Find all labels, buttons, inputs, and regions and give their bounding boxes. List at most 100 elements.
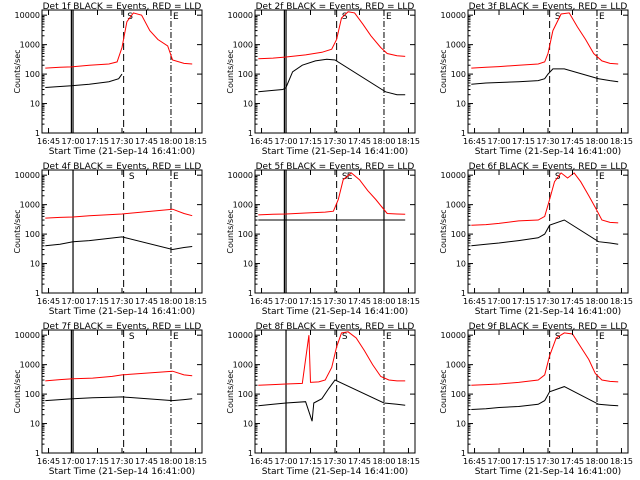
series-line: [258, 331, 406, 386]
x-tick-label: 18:15: [610, 457, 633, 466]
panel-title: Det 4f BLACK = Events, RED = LLD: [43, 162, 202, 172]
x-tick-label: 17:30: [536, 137, 559, 146]
series-line: [45, 12, 193, 69]
interval-marker-E: E: [386, 12, 392, 22]
x-tick-label: 17:00: [274, 457, 297, 466]
x-tick-label: 17:00: [487, 457, 510, 466]
series-line: [258, 58, 406, 96]
x-tick-label: 17:45: [135, 137, 158, 146]
y-tick-label: 1000: [233, 361, 253, 370]
series-line: [471, 172, 619, 226]
series-line: [45, 370, 193, 382]
y-tick-label: 100: [451, 70, 466, 79]
series-line: [471, 68, 619, 85]
interval-marker-E: E: [599, 332, 605, 342]
panel-title: Det 6f BLACK = Events, RED = LLD: [469, 162, 628, 172]
interval-marker-E: E: [173, 12, 179, 22]
y-tick-label: 1000: [20, 361, 40, 370]
x-tick-label: 17:30: [323, 457, 346, 466]
interval-marker-S: S: [342, 172, 348, 182]
x-tick-label: 18:15: [184, 297, 207, 306]
y-tick-label: 1: [35, 449, 40, 458]
panel-title: Det 5f BLACK = Events, RED = LLD: [256, 162, 415, 172]
y-tick-label: 10: [30, 260, 40, 269]
x-tick-label: 18:00: [159, 457, 182, 466]
x-axis-label: Start Time (21-Sep-14 16:41:00): [262, 467, 408, 477]
interval-marker-E: E: [347, 172, 353, 182]
y-tick-label: 10000: [15, 171, 40, 180]
plot-frame: [41, 9, 203, 134]
y-axis-label: Counts/sec: [226, 209, 235, 253]
x-tick-label: 16:45: [37, 137, 60, 146]
y-tick-label: 10: [30, 420, 40, 429]
x-tick-label: 18:00: [159, 137, 182, 146]
x-tick-label: 17:00: [274, 297, 297, 306]
y-tick-label: 1: [461, 449, 466, 458]
y-tick-label: 1000: [233, 201, 253, 210]
x-axis-label: Start Time (21-Sep-14 16:41:00): [262, 307, 408, 317]
x-tick-label: 17:15: [512, 457, 535, 466]
y-tick-label: 10: [456, 100, 466, 109]
x-tick-label: 18:15: [184, 457, 207, 466]
y-tick-label: 100: [25, 390, 40, 399]
x-tick-label: 17:45: [135, 297, 158, 306]
y-tick-label: 1: [248, 449, 253, 458]
x-tick-label: 18:15: [610, 297, 633, 306]
panel-title: Det 1f BLACK = Events, RED = LLD: [43, 2, 202, 12]
y-axis-label: Counts/sec: [439, 209, 448, 253]
y-tick-label: 1: [35, 289, 40, 298]
y-tick-label: 10000: [228, 331, 253, 340]
x-tick-label: 16:45: [37, 457, 60, 466]
y-tick-label: 10: [456, 260, 466, 269]
y-tick-label: 1000: [20, 41, 40, 50]
y-tick-label: 10000: [228, 11, 253, 20]
y-tick-label: 1000: [446, 41, 466, 50]
panel-title: Det 2f BLACK = Events, RED = LLD: [256, 2, 415, 12]
x-axis-label: Start Time (21-Sep-14 16:41:00): [475, 147, 621, 157]
interval-marker-E: E: [599, 172, 605, 182]
x-tick-label: 17:45: [561, 457, 584, 466]
x-tick-label: 17:30: [536, 457, 559, 466]
plot-frame: [467, 9, 629, 134]
x-tick-label: 17:00: [487, 297, 510, 306]
x-tick-label: 18:00: [585, 297, 608, 306]
plot-frame: [254, 329, 416, 454]
interval-marker-S: S: [129, 332, 135, 342]
series-line: [471, 219, 619, 247]
y-tick-label: 10000: [15, 11, 40, 20]
y-tick-label: 1000: [233, 41, 253, 50]
x-tick-label: 18:00: [372, 457, 395, 466]
y-tick-label: 1000: [20, 201, 40, 210]
x-tick-label: 17:15: [86, 457, 109, 466]
x-axis-label: Start Time (21-Sep-14 16:41:00): [475, 307, 621, 317]
series-line: [471, 386, 619, 410]
series-line: [45, 396, 193, 402]
y-axis-label: Counts/sec: [226, 369, 235, 413]
y-tick-label: 100: [25, 230, 40, 239]
y-axis-label: Counts/sec: [13, 49, 22, 93]
interval-marker-S: S: [555, 12, 561, 22]
x-tick-label: 18:00: [585, 137, 608, 146]
x-tick-label: 17:45: [561, 297, 584, 306]
series-line: [471, 12, 619, 69]
y-tick-label: 10000: [441, 171, 466, 180]
plot-frame: [467, 169, 629, 294]
y-tick-label: 100: [451, 230, 466, 239]
y-tick-label: 100: [238, 70, 253, 79]
x-tick-label: 18:00: [159, 297, 182, 306]
series-line: [45, 208, 193, 219]
y-tick-label: 10000: [228, 171, 253, 180]
x-tick-label: 17:15: [512, 137, 535, 146]
interval-marker-S: S: [342, 332, 348, 342]
x-tick-label: 17:15: [512, 297, 535, 306]
x-axis-label: Start Time (21-Sep-14 16:41:00): [49, 307, 195, 317]
y-tick-label: 100: [238, 390, 253, 399]
plot-frame: [467, 329, 629, 454]
y-tick-label: 10000: [441, 11, 466, 20]
